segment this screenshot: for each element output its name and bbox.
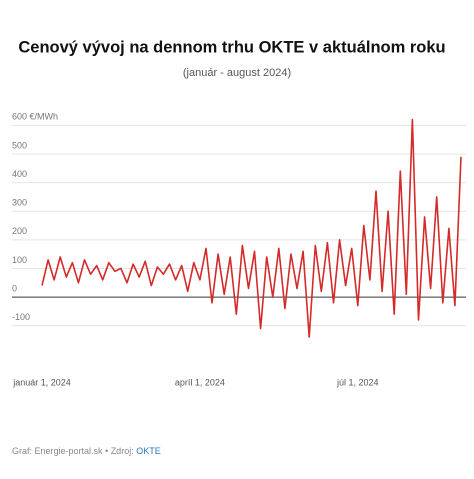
source-link[interactable]: OKTE: [136, 446, 161, 456]
y-tick-label: 100: [12, 255, 27, 265]
x-tick-label: júl 1, 2024: [336, 377, 379, 387]
y-tick-label: 300: [12, 198, 27, 208]
y-tick-label: 500: [12, 140, 27, 150]
y-tick-label: -100: [12, 312, 30, 322]
source: Graf: Energie-portal.sk • Zdroj: OKTE: [12, 446, 161, 456]
x-tick-label: apríl 1, 2024: [175, 377, 225, 387]
price-line: [41, 118, 462, 338]
y-tick-label: 0: [12, 283, 17, 293]
chart-subtitle: (január - august 2024): [183, 67, 291, 79]
y-tick-label: 600 €/MWh: [12, 112, 58, 122]
x-tick-label: január 1, 2024: [12, 377, 71, 387]
y-tick-label: 200: [12, 226, 27, 236]
chart-title: Cenový vývoj na dennom trhu OKTE v aktuá…: [18, 38, 445, 56]
y-tick-label: 400: [12, 169, 27, 179]
source-prefix: Graf: Energie-portal.sk • Zdroj:: [12, 446, 134, 456]
